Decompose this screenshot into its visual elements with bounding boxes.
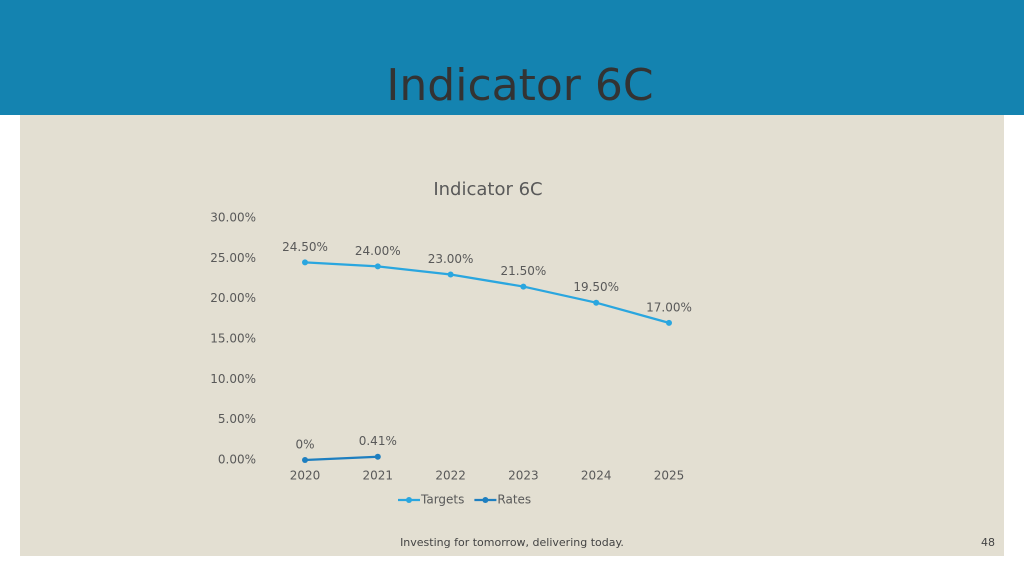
legend-label: Rates: [497, 493, 531, 507]
point: [374, 263, 381, 270]
point: [593, 299, 600, 306]
y-tick-label: 0.00%: [218, 453, 256, 467]
series-line: [304, 261, 670, 324]
x-tick-label: 2022: [435, 469, 466, 483]
x-tick-label: 2021: [363, 469, 394, 483]
point: [447, 271, 454, 278]
data-label: 21.50%: [501, 264, 547, 278]
header-band: [0, 0, 1024, 115]
data-label: 24.50%: [282, 240, 328, 254]
y-tick-label: 10.00%: [210, 372, 256, 386]
point: [374, 453, 381, 460]
series-line: [304, 455, 378, 462]
data-label: 19.50%: [573, 280, 619, 294]
y-tick-label: 15.00%: [210, 332, 256, 346]
point: [666, 319, 672, 326]
chart-title: Indicator 6C: [433, 179, 542, 200]
point: [302, 259, 308, 266]
legend-marker: [482, 497, 489, 503]
y-tick-label: 5.00%: [218, 412, 256, 426]
footer: Investing for tomorrow, delivering today…: [400, 536, 624, 549]
y-tick-label: 25.00%: [210, 251, 256, 265]
y-tick-label: 20.00%: [210, 291, 256, 305]
page-number: 48: [981, 536, 995, 549]
slide-title: Indicator 6C: [386, 60, 653, 111]
legend-label: Targets: [420, 493, 464, 507]
x-tick-label: 2024: [581, 469, 612, 483]
data-label: 0%: [295, 438, 314, 452]
content-area: [20, 115, 1004, 556]
data-label: 0.41%: [359, 434, 397, 448]
point: [302, 457, 308, 463]
legend-marker: [406, 497, 412, 503]
x-tick-label: 2025: [654, 469, 685, 483]
point: [520, 283, 527, 290]
data-label: 23.00%: [428, 252, 474, 266]
y-tick-label: 30.00%: [210, 211, 256, 225]
data-label: 17.00%: [646, 300, 692, 314]
x-tick-label: 2023: [508, 469, 539, 483]
data-label: 24.00%: [355, 244, 401, 258]
x-tick-label: 2020: [290, 469, 321, 483]
